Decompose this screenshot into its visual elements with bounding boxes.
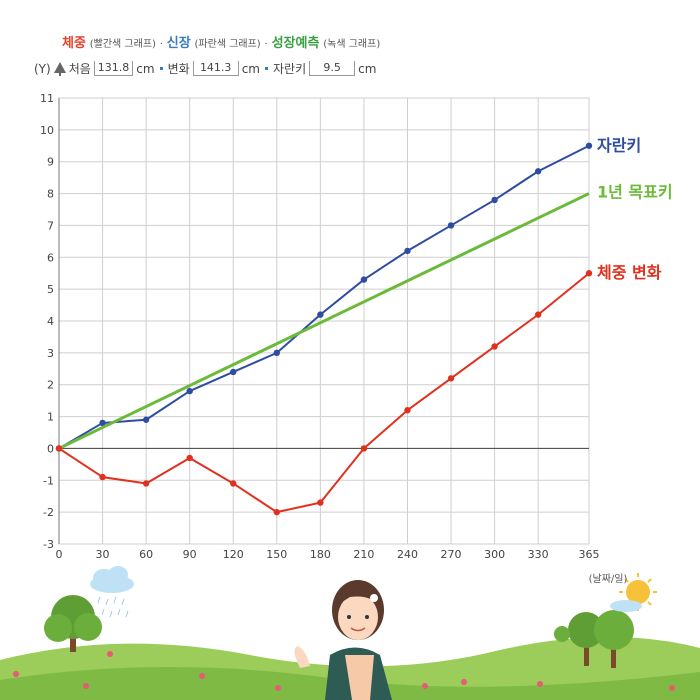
y-tick-label: -1 — [43, 474, 54, 487]
series-point-1 — [491, 196, 498, 204]
axes: 0 30 60 90 120 150 180 210 240 270 300 330 365-3-2-1… — [40, 92, 600, 561]
x-tick-label: 90 — [183, 548, 197, 561]
y-tick-label: 7 — [47, 219, 54, 232]
change-value-field: 141.3 — [192, 61, 239, 76]
series — [55, 142, 593, 516]
series-line-1 — [58, 144, 590, 450]
series-end-label: 자란키 — [597, 136, 641, 155]
series-point-3 — [534, 311, 542, 318]
y-tick-label: 2 — [47, 379, 54, 392]
series-point-3 — [55, 445, 63, 452]
series-point-3 — [317, 499, 324, 506]
x-tick-label: 60 — [139, 548, 153, 561]
x-tick-label: 0 — [56, 548, 63, 561]
series-point-1 — [585, 142, 593, 149]
series-end-label: 1년 목표키 — [597, 183, 673, 202]
legend-separator: · — [159, 39, 163, 50]
chart-legend: 체중 (빨간색 그래프) · 신장 (파란색 그래프) · 성장예측 (녹색 그… — [62, 32, 380, 51]
y-tick-label: -2 — [43, 506, 54, 519]
height-info-row: (Y) 처음 131.8 cm 변화 141.3 cm 자란키 9.5 cm — [34, 60, 376, 77]
series-point-3 — [273, 508, 281, 516]
legend-separator: · — [264, 39, 268, 50]
cloud-icon — [90, 566, 134, 618]
series-point-1 — [99, 419, 106, 427]
y-tick-label: -3 — [43, 538, 54, 551]
bullet-icon — [159, 67, 163, 70]
y-tick-label: 11 — [40, 92, 54, 105]
unit-label: cm — [241, 61, 260, 76]
series-point-1 — [534, 168, 542, 175]
series-point-3 — [404, 407, 411, 414]
sun-icon — [610, 573, 657, 612]
y-tick-label: 5 — [47, 283, 54, 296]
unit-label: cm — [358, 61, 377, 76]
x-tick-label: 270 — [441, 548, 462, 561]
series-point-1 — [186, 387, 193, 395]
y-tick-label: 4 — [47, 315, 54, 328]
grown-value-field: 9.5 — [309, 61, 356, 76]
y-axis-tag: (Y) — [34, 61, 51, 76]
tree-icon — [554, 610, 634, 668]
x-tick-label: 150 — [266, 548, 287, 561]
series-point-1 — [360, 276, 368, 283]
legend-forecast-note: (녹색 그래프) — [323, 39, 381, 50]
x-tick-label: 210 — [353, 548, 374, 561]
legend-height-note: (파란색 그래프) — [194, 39, 261, 50]
y-tick-label: 8 — [47, 188, 54, 201]
series-point-1 — [142, 416, 150, 423]
tree-icon — [44, 595, 102, 652]
legend-weight-label: 체중 — [62, 36, 86, 51]
x-tick-label: 365 — [579, 548, 600, 561]
y-tick-label: 10 — [40, 124, 54, 137]
series-point-3 — [142, 480, 150, 487]
x-tick-label: 180 — [310, 548, 331, 561]
series-point-3 — [491, 343, 498, 350]
y-tick-label: 6 — [47, 251, 54, 264]
flowers — [13, 651, 675, 691]
x-axis-label: (날짜/일) — [589, 573, 628, 585]
x-tick-label: 330 — [528, 548, 549, 561]
y-tick-label: 1 — [47, 411, 54, 424]
y-tick-label: 3 — [47, 347, 54, 360]
series-line-3 — [58, 272, 590, 514]
series-point-1 — [447, 222, 455, 229]
series-point-3 — [186, 454, 193, 462]
series-point-3 — [447, 375, 455, 382]
legend-forecast-label: 성장예측 — [271, 36, 320, 51]
change-label: 변화 — [167, 62, 190, 76]
series-line-2 — [58, 192, 590, 450]
series-point-1 — [230, 368, 237, 376]
series-point-3 — [585, 270, 593, 277]
y-tick-label: 0 — [47, 442, 54, 455]
unit-label: cm — [136, 61, 155, 76]
tree-icon — [53, 61, 66, 76]
y-tick-label: 9 — [47, 156, 54, 169]
series-point-1 — [317, 311, 324, 318]
start-value-field: 131.8 — [93, 61, 134, 76]
series-point-3 — [99, 473, 106, 481]
series-point-1 — [404, 247, 411, 255]
x-tick-label: 300 — [484, 548, 505, 561]
series-end-label: 체중 변화 — [597, 263, 662, 282]
start-label: 처음 — [68, 62, 91, 76]
legend-height-label: 신장 — [166, 36, 191, 51]
bullet-icon — [264, 67, 268, 70]
series-point-3 — [360, 445, 368, 452]
series-point-3 — [230, 480, 237, 487]
series-point-1 — [273, 349, 281, 357]
x-tick-label: 30 — [96, 548, 110, 561]
scenery — [0, 566, 700, 700]
legend-weight-note: (빨간색 그래프) — [89, 39, 156, 50]
girl-character — [294, 580, 392, 700]
x-tick-label: 240 — [397, 548, 418, 561]
grown-label: 자란키 — [272, 62, 307, 76]
x-tick-label: 120 — [223, 548, 244, 561]
